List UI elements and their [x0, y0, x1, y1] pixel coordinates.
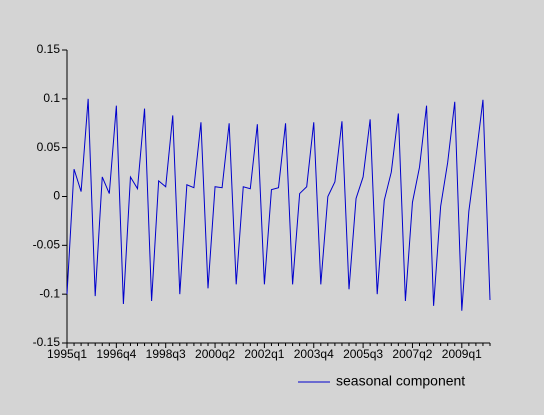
x-tick-label: 2005q3: [343, 347, 383, 361]
x-tick-label: 2000q2: [195, 347, 235, 361]
x-tick-label: 1996q4: [96, 347, 136, 361]
y-tick-label: -0.1: [39, 286, 60, 300]
y-tick-label: 0.05: [37, 140, 61, 154]
x-tick-label: 2007q2: [392, 347, 432, 361]
y-tick-label: 0.15: [37, 42, 61, 56]
y-tick-label: -0.05: [33, 238, 61, 252]
x-tick-label: 1998q3: [146, 347, 186, 361]
y-tick-label: -0.15: [33, 335, 61, 349]
x-tick-label: 1995q1: [47, 347, 87, 361]
series-line: [66, 98, 491, 311]
x-tick-label: 2002q1: [244, 347, 284, 361]
y-tick-label: 0.1: [43, 91, 60, 105]
legend-label: seasonal component: [336, 373, 465, 389]
x-tick-label: 2009q1: [442, 347, 482, 361]
y-tick-label: 0: [53, 189, 60, 203]
x-tick-label: 2003q4: [294, 347, 334, 361]
